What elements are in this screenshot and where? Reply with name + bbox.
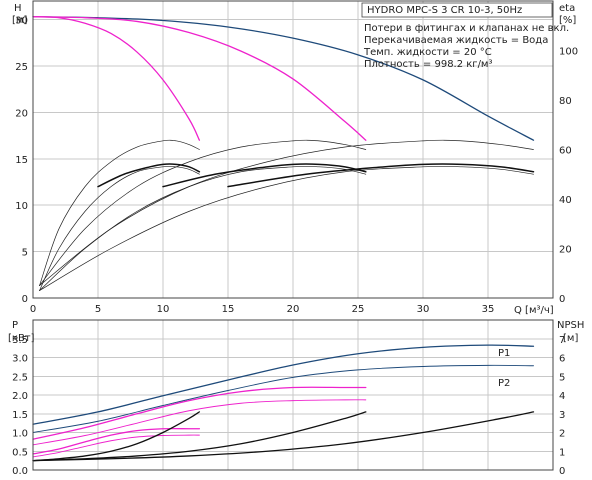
y-tick-label: 3.5 — [12, 335, 28, 346]
npsh-axis-symbol: NPSH — [557, 320, 584, 331]
upper-curve-3 — [32, 16, 201, 141]
y2-tick-label: 2 — [559, 429, 565, 440]
upper-curve-12 — [227, 163, 535, 188]
y2-tick-label: 100 — [559, 47, 578, 58]
title-box — [361, 2, 553, 18]
note-line-1: Потери в фитингах и клапанах не вкл. — [364, 23, 569, 34]
x-tick-label: 30 — [417, 304, 430, 315]
y-tick-label: 5 — [22, 248, 28, 259]
upper-curve-4 — [39, 139, 200, 286]
head-efficiency-plot: 0 5 10 15 20 25 30 35 0 5 10 15 20 25 30 0 20 40 60 80 100 H… — [12, 0, 578, 316]
upper-plot-frame — [32, 0, 554, 299]
note-line-3: Темп. жидкости = 20 °C — [363, 47, 492, 58]
flow-axis-label: Q [м³/ч] — [514, 305, 554, 316]
eta-axis-unit: [%] — [559, 15, 576, 26]
power-axis-symbol: P — [12, 320, 18, 331]
lower-grid — [33, 320, 553, 470]
upper-curve-9 — [39, 166, 534, 291]
lower-curve-3 — [32, 386, 367, 440]
upper-curves — [32, 16, 535, 291]
y2-tick-label: 0 — [559, 294, 565, 305]
y2-tick-label: 1 — [559, 447, 565, 458]
lower-curve-4 — [32, 399, 367, 446]
power-axis-unit: [кВт] — [8, 333, 35, 344]
chart-info-box: HYDRO MPC-S 3 CR 10-3, 50Hz Потери в фит… — [361, 2, 569, 70]
upper-grid — [33, 1, 553, 298]
y-tick-label: 0.0 — [12, 466, 28, 477]
y-tick-label: 1.0 — [12, 429, 28, 440]
y2-tick-label: 60 — [559, 146, 572, 157]
y2-tick-label: 0 — [559, 466, 565, 477]
series-label-p1: P1 — [498, 348, 510, 359]
upper-curve-1 — [32, 16, 535, 141]
x-tick-label: 20 — [287, 304, 300, 315]
lower-curves — [32, 344, 535, 462]
y-tick-label: 15 — [15, 155, 28, 166]
curve-p1 — [32, 344, 535, 425]
y2-tick-label: 3 — [559, 410, 565, 421]
head-axis-symbol: H — [14, 3, 22, 14]
upper-curve-6 — [39, 139, 534, 286]
x-tick-label: 10 — [157, 304, 170, 315]
y2-tick-label: 40 — [559, 195, 572, 206]
note-line-4: Плотность = 998.2 кг/м³ — [364, 59, 493, 70]
head-axis-unit: [м] — [12, 15, 27, 26]
y2-tick-label: 7 — [559, 335, 565, 346]
lower-curve-8 — [32, 411, 367, 462]
upper-curve-8 — [39, 166, 367, 291]
power-npsh-plot: 0.0 0.5 1.0 1.5 2.0 2.5 3.0 3.5 0 1 2 3 4 5 6 7 P [кВт]… — [8, 319, 584, 477]
note-line-2: Перекачиваемая жидкость = Вода — [364, 35, 548, 46]
y2-tick-label: 80 — [559, 96, 572, 107]
y2-tick-label: 6 — [559, 354, 565, 365]
lower-plot-frame — [32, 319, 554, 471]
y-tick-label: 0 — [22, 294, 28, 305]
y-tick-label: 2.0 — [12, 391, 28, 402]
y2-tick-label: 20 — [559, 245, 572, 256]
lower-curve-5 — [32, 427, 201, 455]
y-tick-label: 10 — [15, 201, 28, 212]
y-tick-label: 2.5 — [12, 372, 28, 383]
y-tick-label: 20 — [15, 108, 28, 119]
y-tick-label: 3.0 — [12, 354, 28, 365]
upper-curve-2 — [32, 16, 367, 141]
curve-p2 — [32, 364, 534, 433]
y-tick-label: 1.5 — [12, 410, 28, 421]
y2-tick-label: 5 — [559, 372, 565, 383]
y-tick-label: 0.5 — [12, 447, 28, 458]
x-tick-label: 5 — [95, 304, 101, 315]
chart-title: HYDRO MPC-S 3 CR 10-3, 50Hz — [367, 5, 522, 16]
x-tick-label: 35 — [482, 304, 495, 315]
lower-tick-labels: 0.0 0.5 1.0 1.5 2.0 2.5 3.0 3.5 0 1 2 3 4 5 6 7 — [12, 335, 565, 477]
x-tick-label: 25 — [352, 304, 365, 315]
x-tick-label: 15 — [222, 304, 235, 315]
upper-curve-10 — [97, 163, 201, 188]
upper-curve-5 — [39, 139, 367, 286]
eta-axis-symbol: eta — [559, 3, 575, 14]
upper-tick-labels: 0 5 10 15 20 25 30 35 0 5 10 15 20 25 30 0 20 40 60 80 100 — [15, 16, 578, 315]
y2-tick-label: 4 — [559, 391, 565, 402]
upper-curve-7 — [39, 166, 200, 291]
lower-curve-6 — [32, 434, 200, 458]
x-tick-label: 0 — [30, 304, 36, 315]
series-label-p2: P2 — [498, 378, 510, 389]
lower-curve-7 — [32, 411, 201, 462]
lower-curve-9 — [32, 411, 535, 462]
y-tick-label: 25 — [15, 62, 28, 73]
npsh-axis-unit: [м] — [563, 333, 578, 344]
y-tick-label: 30 — [15, 16, 28, 27]
upper-curve-11 — [162, 163, 367, 188]
